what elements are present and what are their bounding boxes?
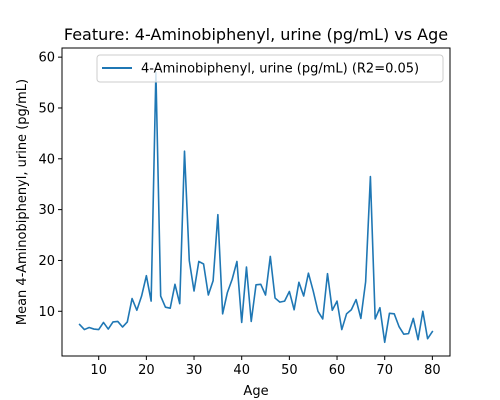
- x-tick-label: 10: [90, 363, 107, 378]
- x-tick-label: 40: [233, 363, 250, 378]
- x-axis: 10 20 30 40 50 60 70 80: [90, 356, 441, 378]
- x-tick-label: 20: [138, 363, 155, 378]
- y-tick-label: 40: [38, 152, 55, 167]
- x-tick-label: 50: [281, 363, 298, 378]
- y-axis-label: Mean 4-Aminobiphenyl, urine (pg/mL): [15, 79, 30, 325]
- legend: 4-Aminobiphenyl, urine (pg/mL) (R2=0.05): [96, 54, 444, 83]
- x-tick-label: 70: [376, 363, 393, 378]
- legend-box: [96, 54, 444, 83]
- legend-entry-label: 4-Aminobiphenyl, urine (pg/mL) (R2=0.05): [141, 62, 419, 77]
- x-axis-label: Age: [243, 384, 268, 399]
- series-layer: [78, 71, 434, 344]
- plot-frame: [61, 47, 451, 357]
- chart-title: Feature: 4-Aminobiphenyl, urine (pg/mL) …: [64, 25, 448, 44]
- y-tick-label: 50: [38, 101, 55, 116]
- y-tick-label: 20: [38, 254, 55, 269]
- y-axis: 10 20 30 40 50 60: [38, 51, 62, 320]
- x-tick-label: 60: [329, 363, 346, 378]
- x-tick-label: 80: [424, 363, 441, 378]
- x-tick-label: 30: [186, 363, 203, 378]
- series-line: [78, 71, 434, 344]
- y-tick-label: 60: [38, 51, 55, 66]
- y-tick-label: 30: [38, 203, 55, 218]
- y-tick-label: 10: [38, 305, 55, 320]
